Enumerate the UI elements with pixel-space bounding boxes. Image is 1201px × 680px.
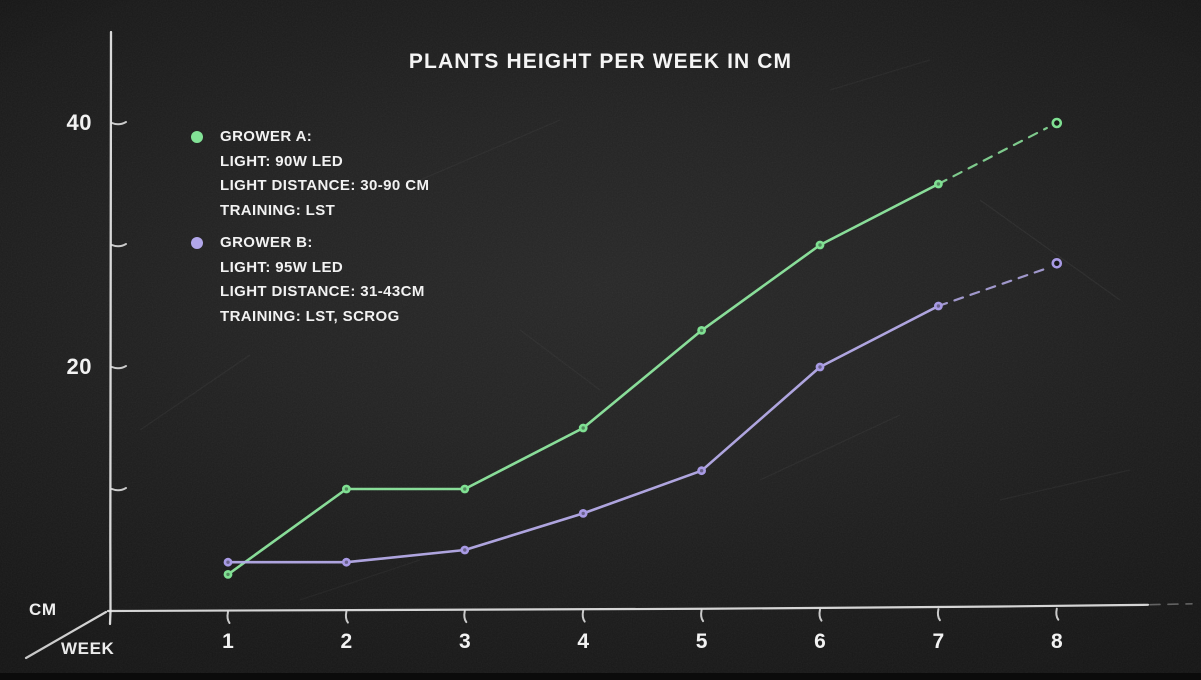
data-point-grower-a-week-8-hollow: [1051, 117, 1063, 129]
x-tick-1: [226, 611, 231, 624]
bottom-edge-strip: [0, 673, 1201, 680]
y-tick-30: [111, 243, 127, 248]
chart-title: PLANTS HEIGHT PER WEEK IN CM: [0, 50, 1201, 74]
legend-line: LIGHT DISTANCE: 31-43CM: [220, 280, 425, 305]
data-point-grower-a-week-3: [460, 484, 470, 494]
axes: [24, 30, 1193, 660]
x-tick-label-7: 7: [933, 630, 945, 653]
data-point-core-grower-a-week-6: [818, 243, 822, 247]
data-point-core-grower-a-week-3: [463, 487, 467, 491]
x-tick-label-2: 2: [341, 630, 353, 653]
legend-line: LIGHT DISTANCE: 30-90 CM: [220, 174, 429, 199]
x-tick-label-1: 1: [222, 630, 234, 653]
y-tick-20: [111, 365, 127, 370]
data-point-grower-b-week-8-hollow: [1051, 257, 1063, 269]
data-point-grower-b-week-6: [815, 362, 825, 372]
data-point-grower-b-week-2: [342, 557, 351, 567]
data-point-core-grower-a-week-4: [581, 426, 585, 430]
x-tick-8: [1055, 607, 1060, 621]
x-axis-fade: [1149, 603, 1193, 606]
data-point-core-grower-b-week-2: [344, 560, 349, 564]
chalk-scratches: [139, 59, 1131, 601]
data-point-core-grower-b-week-1: [226, 560, 230, 564]
data-point-grower-b-week-7: [934, 301, 943, 311]
grower-b-marker-icon: [191, 237, 203, 249]
data-point-grower-a-week-2: [342, 484, 351, 494]
legend-grower-b: GROWER B: LIGHT: 95W LED LIGHT DISTANCE:…: [191, 231, 425, 329]
x-tick-2: [344, 610, 349, 624]
legend-line: GROWER A:: [220, 125, 429, 150]
x-tick-label-5: 5: [696, 630, 708, 653]
x-tick-3: [463, 610, 468, 624]
data-point-grower-b-week-4: [578, 509, 588, 518]
data-point-core-grower-a-week-5: [699, 328, 704, 333]
series-dashed-segment-grower-b: [937, 267, 1048, 308]
legend-line: TRAINING: LST, SCROG: [220, 305, 425, 330]
data-point-core-grower-a-week-1: [226, 572, 230, 577]
generated-chart-layer: 1 2 3 4 5 6 7 8: [111, 117, 1063, 653]
axis-corner-line: [24, 610, 108, 660]
data-point-core-grower-b-week-3: [463, 548, 467, 552]
y-tick-label-40: 40: [32, 110, 92, 136]
data-point-core-grower-a-week-7: [936, 182, 941, 186]
data-point-core-grower-a-week-2: [344, 487, 349, 491]
data-point-grower-a-week-1: [223, 570, 233, 579]
legend-line: TRAINING: LST: [220, 199, 429, 224]
series-dashed-segment-grower-a: [937, 126, 1048, 186]
x-tick-6: [818, 608, 823, 622]
data-point-grower-a-week-6: [815, 240, 825, 250]
legend-grower-a-text: GROWER A: LIGHT: 90W LED LIGHT DISTANCE:…: [220, 125, 429, 223]
data-point-core-grower-b-week-4: [581, 511, 585, 516]
data-point-core-grower-b-week-5: [699, 469, 704, 473]
y-tick-label-20: 20: [32, 354, 92, 380]
x-tick-label-6: 6: [814, 630, 826, 653]
data-point-core-grower-b-week-7: [936, 304, 941, 308]
x-tick-label-3: 3: [459, 630, 471, 653]
data-point-grower-b-week-1: [223, 557, 233, 567]
x-tick-4: [581, 609, 586, 623]
x-tick-label-8: 8: [1051, 630, 1063, 653]
y-axis-unit-label: CM: [29, 600, 57, 620]
data-point-grower-a-week-4: [578, 423, 588, 433]
x-tick-7: [936, 608, 941, 622]
x-axis: [106, 603, 1150, 613]
grower-a-marker-icon: [191, 131, 203, 143]
data-point-grower-a-week-7: [934, 179, 943, 189]
data-point-grower-b-week-3: [460, 545, 470, 555]
x-axis-unit-label: WEEK: [61, 639, 114, 659]
x-tick-5: [700, 609, 705, 623]
legend-line: LIGHT: 90W LED: [220, 150, 429, 175]
x-tick-label-4: 4: [577, 630, 589, 653]
legend-grower-b-text: GROWER B: LIGHT: 95W LED LIGHT DISTANCE:…: [220, 231, 425, 329]
legend-line: GROWER B:: [220, 231, 425, 256]
data-point-grower-b-week-5: [697, 466, 706, 476]
legend-grower-a: GROWER A: LIGHT: 90W LED LIGHT DISTANCE:…: [191, 125, 429, 223]
legend-line: LIGHT: 95W LED: [220, 256, 425, 281]
y-axis: [108, 30, 113, 626]
data-point-core-grower-b-week-6: [818, 365, 822, 369]
y-tick-10: [111, 487, 127, 492]
data-point-grower-a-week-5: [697, 326, 706, 335]
y-tick-40: [111, 121, 127, 126]
